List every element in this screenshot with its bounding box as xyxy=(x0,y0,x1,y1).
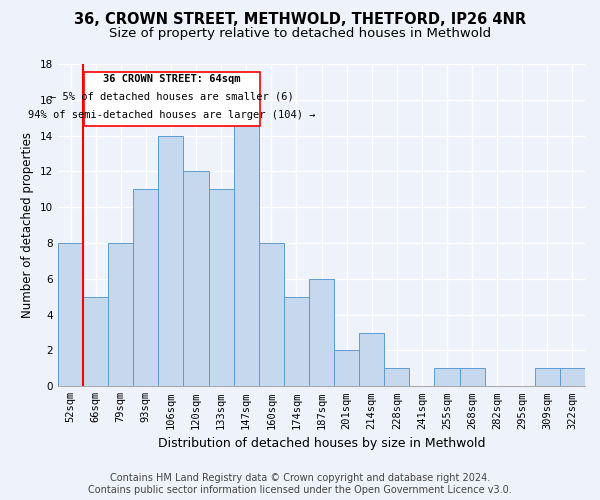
Bar xyxy=(535,368,560,386)
Bar xyxy=(133,190,158,386)
Text: 36 CROWN STREET: 64sqm: 36 CROWN STREET: 64sqm xyxy=(103,74,241,84)
Text: 36, CROWN STREET, METHWOLD, THETFORD, IP26 4NR: 36, CROWN STREET, METHWOLD, THETFORD, IP… xyxy=(74,12,526,28)
Bar xyxy=(209,190,233,386)
Bar xyxy=(233,118,259,386)
Bar xyxy=(184,172,209,386)
X-axis label: Distribution of detached houses by size in Methwold: Distribution of detached houses by size … xyxy=(158,437,485,450)
Bar xyxy=(284,297,309,386)
Bar xyxy=(83,297,108,386)
Text: 94% of semi-detached houses are larger (104) →: 94% of semi-detached houses are larger (… xyxy=(28,110,316,120)
Bar xyxy=(334,350,359,386)
Bar xyxy=(85,72,260,126)
Bar xyxy=(560,368,585,386)
Bar xyxy=(58,243,83,386)
Bar xyxy=(158,136,184,386)
Bar xyxy=(460,368,485,386)
Bar xyxy=(384,368,409,386)
Bar xyxy=(259,243,284,386)
Text: Contains HM Land Registry data © Crown copyright and database right 2024.
Contai: Contains HM Land Registry data © Crown c… xyxy=(88,474,512,495)
Bar xyxy=(359,332,384,386)
Text: Size of property relative to detached houses in Methwold: Size of property relative to detached ho… xyxy=(109,28,491,40)
Bar xyxy=(309,279,334,386)
Y-axis label: Number of detached properties: Number of detached properties xyxy=(22,132,34,318)
Bar xyxy=(434,368,460,386)
Bar xyxy=(108,243,133,386)
Text: ← 5% of detached houses are smaller (6): ← 5% of detached houses are smaller (6) xyxy=(50,92,294,102)
